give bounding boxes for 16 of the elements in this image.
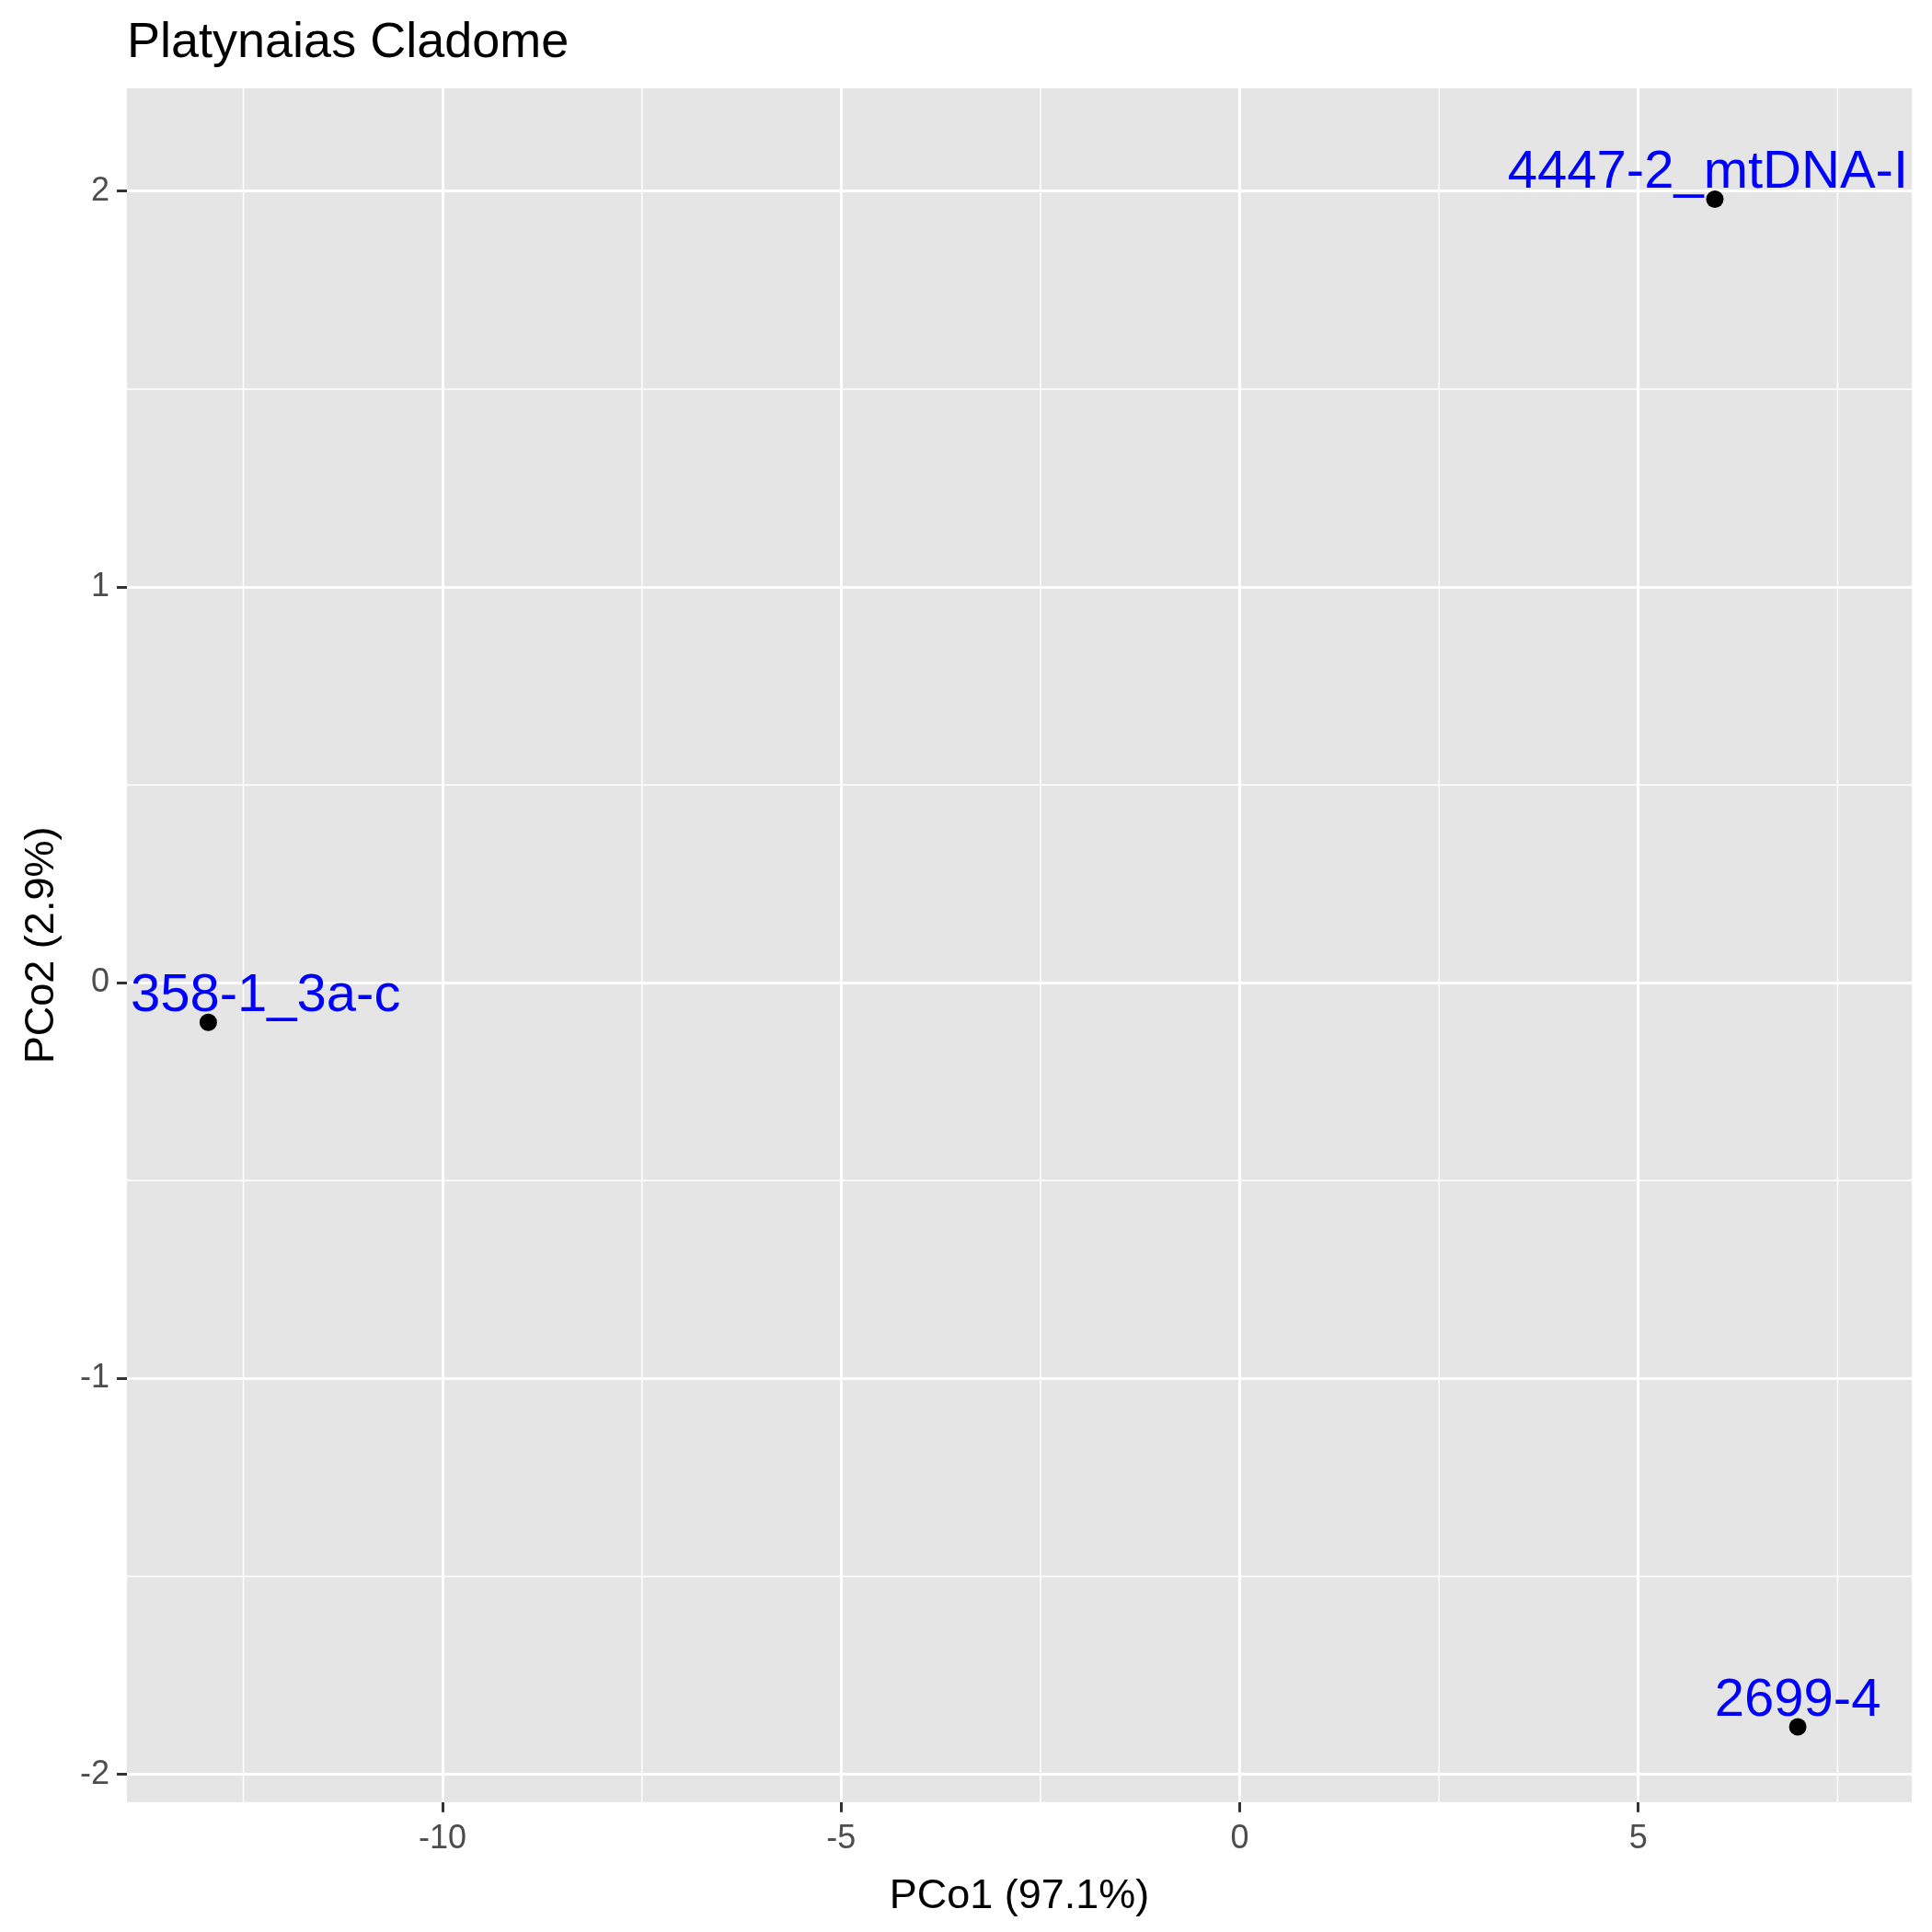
annotation: 358-1_3a-c [131,962,401,1023]
x-axis-title: PCo1 (97.1%) [889,1870,1150,1918]
x-tick-label: 0 [1230,1818,1249,1857]
x-tick-label: 5 [1628,1818,1648,1857]
y-tick-label: 0 [90,961,110,1000]
y-tick-label: -2 [79,1753,110,1791]
x-tick-label: -5 [826,1818,857,1857]
annotation: 4447-2_mtDNA-I [1507,139,1908,200]
chart-title: Platynaias Cladome [127,12,569,67]
point [1788,1718,1807,1736]
y-axis-title: PCo2 (2.9%) [16,826,63,1064]
y-tick-label: 1 [90,565,110,604]
y-tick-label: 2 [90,169,110,208]
annotation: 2699-4 [1714,1667,1881,1728]
y-tick-label: -1 [79,1357,110,1396]
x-tick-label: -10 [419,1818,467,1857]
